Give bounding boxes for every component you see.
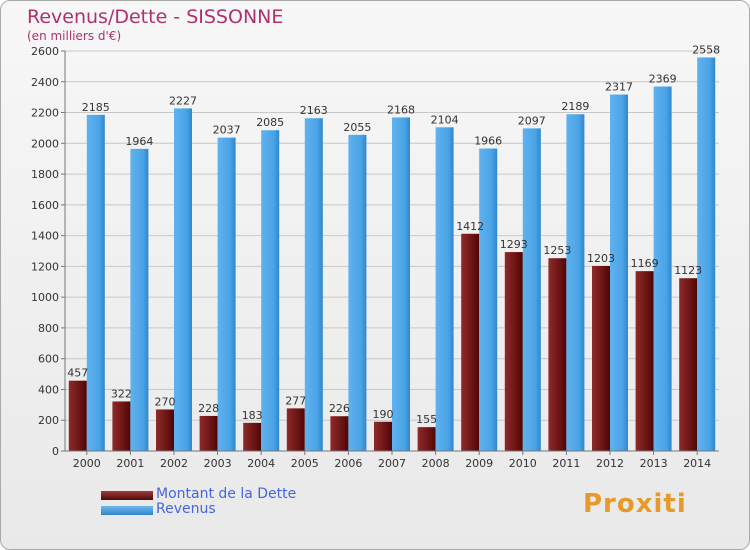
data-label-dette-2005: 277 [285,394,306,407]
data-label-revenus-2012: 2317 [605,81,633,94]
bar-revenus-2000 [86,114,105,451]
x-tick-label: 2002 [160,457,188,470]
legend-swatch-revenus [101,506,153,515]
data-label-dette-2000: 457 [67,367,88,380]
bar-revenus-2014 [697,57,716,451]
data-label-revenus-2009: 1966 [474,135,502,148]
y-tick-label: 400 [38,383,59,396]
data-label-revenus-2002: 2227 [169,94,197,107]
data-label-dette-2001: 322 [111,387,132,400]
data-label-revenus-2013: 2369 [649,73,677,86]
chart-title: Revenus/Dette - SISSONNE [27,6,284,28]
y-tick-label: 2000 [31,137,59,150]
data-label-revenus-2003: 2037 [213,124,241,137]
legend-label-dette: Montant de la Dette [156,486,297,502]
data-label-revenus-2000: 2185 [82,101,110,114]
data-label-dette-2010: 1293 [500,238,528,251]
bar-dette-2002 [156,409,174,451]
data-label-dette-2002: 270 [155,395,176,408]
y-tick-label: 2600 [31,45,59,58]
y-tick-label: 2200 [31,107,59,120]
data-label-revenus-2004: 2085 [256,116,284,129]
bar-dette-2001 [112,401,131,451]
y-tick-label: 1200 [31,260,59,273]
bar-dette-2010 [504,252,523,451]
bar-revenus-2005 [304,118,323,451]
legend-swatch-dette [101,491,153,500]
data-label-revenus-2005: 2163 [300,104,328,117]
data-label-dette-2014: 1123 [674,264,702,277]
bar-dette-2007 [374,421,392,451]
bar-dette-2003 [199,415,218,451]
bar-revenus-2010 [522,128,541,451]
bar-revenus-2012 [610,94,628,452]
data-label-revenus-2011: 2189 [561,100,589,113]
y-tick-label: 0 [52,445,59,458]
data-label-dette-2011: 1253 [543,244,571,257]
x-tick-label: 2009 [465,457,493,470]
bar-dette-2009 [461,233,480,451]
bar-dette-2012 [592,265,610,451]
bar-revenus-2001 [130,148,149,451]
data-label-dette-2013: 1169 [631,257,659,270]
bar-revenus-2006 [348,134,367,451]
data-label-revenus-2001: 1964 [125,135,153,148]
bar-revenus-2002 [174,108,192,451]
y-tick-label: 1800 [31,168,59,181]
bar-revenus-2007 [392,117,410,451]
data-label-dette-2004: 183 [242,409,263,422]
x-tick-label: 2014 [683,457,711,470]
bar-dette-2000 [68,380,87,451]
bar-revenus-2003 [217,137,236,451]
data-label-dette-2007: 190 [373,408,394,421]
chart-subtitle: (en milliers d'€) [27,29,122,43]
data-label-dette-2003: 228 [198,402,219,415]
x-tick-label: 2012 [596,457,624,470]
x-tick-label: 2003 [204,457,232,470]
data-label-revenus-2007: 2168 [387,103,415,116]
data-label-revenus-2014: 2558 [692,43,720,56]
legend-label-revenus: Revenus [156,501,216,517]
bar-revenus-2009 [479,148,498,452]
data-label-dette-2012: 1203 [587,252,615,265]
bar-revenus-2004 [261,130,280,451]
y-tick-label: 800 [38,322,59,335]
x-tick-label: 2000 [73,457,101,470]
bar-revenus-2008 [435,127,454,452]
x-tick-label: 2006 [334,457,362,470]
bar-dette-2008 [417,427,436,451]
bar-dette-2013 [635,271,654,451]
x-tick-label: 2013 [640,457,668,470]
y-tick-label: 2400 [31,76,59,89]
y-tick-label: 1600 [31,199,59,212]
bar-dette-2006 [330,416,349,451]
x-tick-label: 2008 [422,457,450,470]
x-tick-label: 2005 [291,457,319,470]
x-tick-label: 2011 [552,457,580,470]
data-label-dette-2008: 155 [416,413,437,426]
bar-dette-2011 [548,258,567,451]
bar-revenus-2011 [566,114,585,451]
data-label-revenus-2008: 2104 [431,113,459,126]
x-tick-label: 2010 [509,457,537,470]
bar-revenus-2013 [653,86,672,452]
x-tick-label: 2004 [247,457,275,470]
bar-dette-2014 [679,278,698,451]
y-tick-label: 1400 [31,230,59,243]
bar-dette-2004 [243,422,262,451]
data-label-revenus-2006: 2055 [343,121,371,134]
proxiti-logo: Proxiti [583,489,687,519]
y-tick-label: 600 [38,353,59,366]
bar-dette-2005 [286,408,305,451]
x-tick-label: 2001 [116,457,144,470]
y-tick-label: 200 [38,414,59,427]
y-tick-label: 1000 [31,291,59,304]
data-label-dette-2006: 226 [329,402,350,415]
x-tick-label: 2007 [378,457,406,470]
data-label-dette-2009: 1412 [456,220,484,233]
data-label-revenus-2010: 2097 [518,114,546,127]
